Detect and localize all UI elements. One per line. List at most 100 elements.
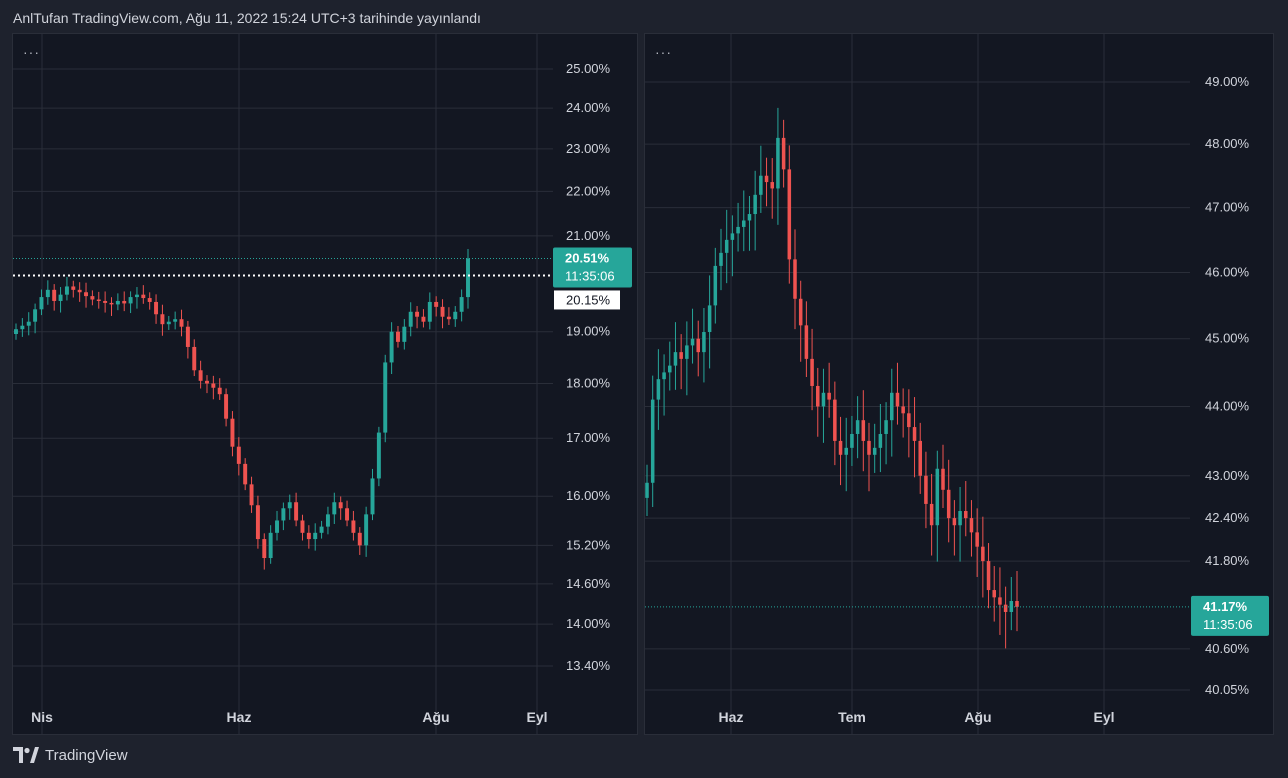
- candle-body: [141, 294, 146, 299]
- candle-body: [287, 502, 292, 509]
- footer: TradingView: [13, 746, 128, 764]
- candle-body: [281, 508, 286, 521]
- candle-body: [895, 392, 900, 407]
- y-tick-label: 17.00%: [566, 430, 611, 445]
- candle-body: [770, 182, 774, 189]
- candle-body: [656, 379, 661, 400]
- candle-body: [262, 539, 267, 559]
- candle-body: [759, 175, 763, 195]
- candle-body: [90, 296, 95, 300]
- candle-body: [332, 502, 337, 515]
- chart-right-svg[interactable]: 49.00% 48.00% 47.00% 46.00% 45.00% 44.00% 43.0…: [645, 34, 1274, 735]
- candle-body: [650, 399, 655, 483]
- candle-body: [673, 352, 678, 366]
- candle-body: [736, 226, 740, 234]
- x-tick-label: Ağu: [422, 709, 449, 725]
- candle-body: [981, 546, 985, 562]
- candle-body: [1015, 601, 1019, 607]
- candle-body: [935, 468, 940, 526]
- y-tick-label: 14.60%: [566, 576, 611, 591]
- candle-body: [440, 306, 445, 317]
- candle-body: [122, 300, 127, 304]
- candle-body: [217, 387, 222, 395]
- candle-body: [668, 365, 672, 373]
- y-tick-label: 23.00%: [566, 141, 611, 156]
- candle-body: [39, 297, 44, 310]
- y-tick-label: 13.40%: [566, 658, 611, 673]
- candle-body: [724, 239, 729, 253]
- x-tick-label: Eyl: [1093, 709, 1114, 725]
- y-tick-label: 46.00%: [1205, 264, 1250, 279]
- candle-body: [975, 532, 979, 547]
- candle-body: [103, 300, 108, 303]
- candle-body: [370, 478, 375, 515]
- candle-body: [338, 502, 343, 509]
- candle-body: [306, 532, 311, 540]
- candle-body: [275, 520, 279, 533]
- candle-body: [255, 505, 260, 540]
- y-tick-label: 18.00%: [566, 375, 611, 390]
- candle-body: [946, 489, 951, 519]
- candle-body: [319, 526, 324, 533]
- candle-body: [211, 383, 216, 388]
- candle-body: [719, 252, 723, 266]
- y-tick-label: 49.00%: [1205, 74, 1250, 89]
- candle-body: [787, 169, 792, 260]
- y-tick-label: 43.00%: [1205, 468, 1250, 483]
- candle-body: [421, 316, 426, 322]
- last-price-value: 41.17%: [1203, 599, 1248, 614]
- candle-body: [912, 427, 917, 441]
- candle-body: [969, 518, 974, 533]
- chart-left-menu-button[interactable]: ···: [23, 44, 40, 60]
- y-tick-label: 21.00%: [566, 228, 611, 243]
- candle-body: [236, 446, 241, 464]
- candle-body: [929, 503, 934, 526]
- candle-body: [115, 300, 120, 305]
- candle-body: [325, 514, 330, 527]
- candle-body: [357, 532, 362, 546]
- candle-body: [821, 392, 826, 407]
- candle-body: [958, 511, 962, 526]
- y-tick-label: 22.00%: [566, 183, 611, 198]
- y-tick-label: 16.00%: [566, 488, 611, 503]
- chart-pane-left[interactable]: 25.00% 24.00% 23.00% 22.00% 21.00% 19.00% 18.0…: [12, 33, 638, 735]
- candle-body: [20, 325, 25, 330]
- candle-body: [992, 590, 996, 598]
- last-price-value: 20.51%: [565, 251, 610, 266]
- x-tick-label: Tem: [838, 709, 866, 725]
- chart-left-svg[interactable]: 25.00% 24.00% 23.00% 22.00% 21.00% 19.00% 18.0…: [13, 34, 638, 735]
- candle-body: [345, 508, 350, 521]
- candle-body: [781, 137, 786, 170]
- candle-body: [415, 311, 420, 317]
- candle-body: [798, 298, 803, 326]
- y-tick-label: 45.00%: [1205, 331, 1250, 346]
- candle-body: [878, 433, 883, 448]
- candle-body: [1003, 604, 1008, 612]
- y-tick-label: 42.40%: [1205, 510, 1250, 525]
- candle-body: [364, 514, 369, 546]
- chart-pane-right[interactable]: 49.00% 48.00% 47.00% 46.00% 45.00% 44.00% 43.0…: [644, 33, 1274, 735]
- candle-body: [861, 420, 866, 441]
- candle-body: [205, 380, 209, 384]
- candle-body: [192, 346, 197, 371]
- x-tick-label: Haz: [227, 709, 252, 725]
- y-tick-label: 24.00%: [566, 100, 611, 115]
- candle-body: [986, 561, 991, 591]
- chart-right-menu-button[interactable]: ···: [655, 44, 672, 60]
- candle-body: [224, 394, 229, 419]
- candle-body: [351, 520, 356, 533]
- candle-body: [33, 309, 38, 322]
- y-tick-label: 15.20%: [566, 537, 611, 552]
- candle-body: [52, 289, 57, 301]
- candle-body: [713, 265, 718, 306]
- candle-body: [185, 326, 190, 347]
- candle-body: [867, 440, 871, 455]
- candle-body: [58, 294, 63, 301]
- candle-body: [45, 289, 50, 298]
- candle-body: [742, 220, 746, 227]
- x-tick-label: Nis: [31, 709, 53, 725]
- candle-body: [313, 532, 318, 540]
- x-tick-label: Haz: [719, 709, 744, 725]
- candle-body: [434, 301, 439, 307]
- candle-body: [64, 286, 69, 295]
